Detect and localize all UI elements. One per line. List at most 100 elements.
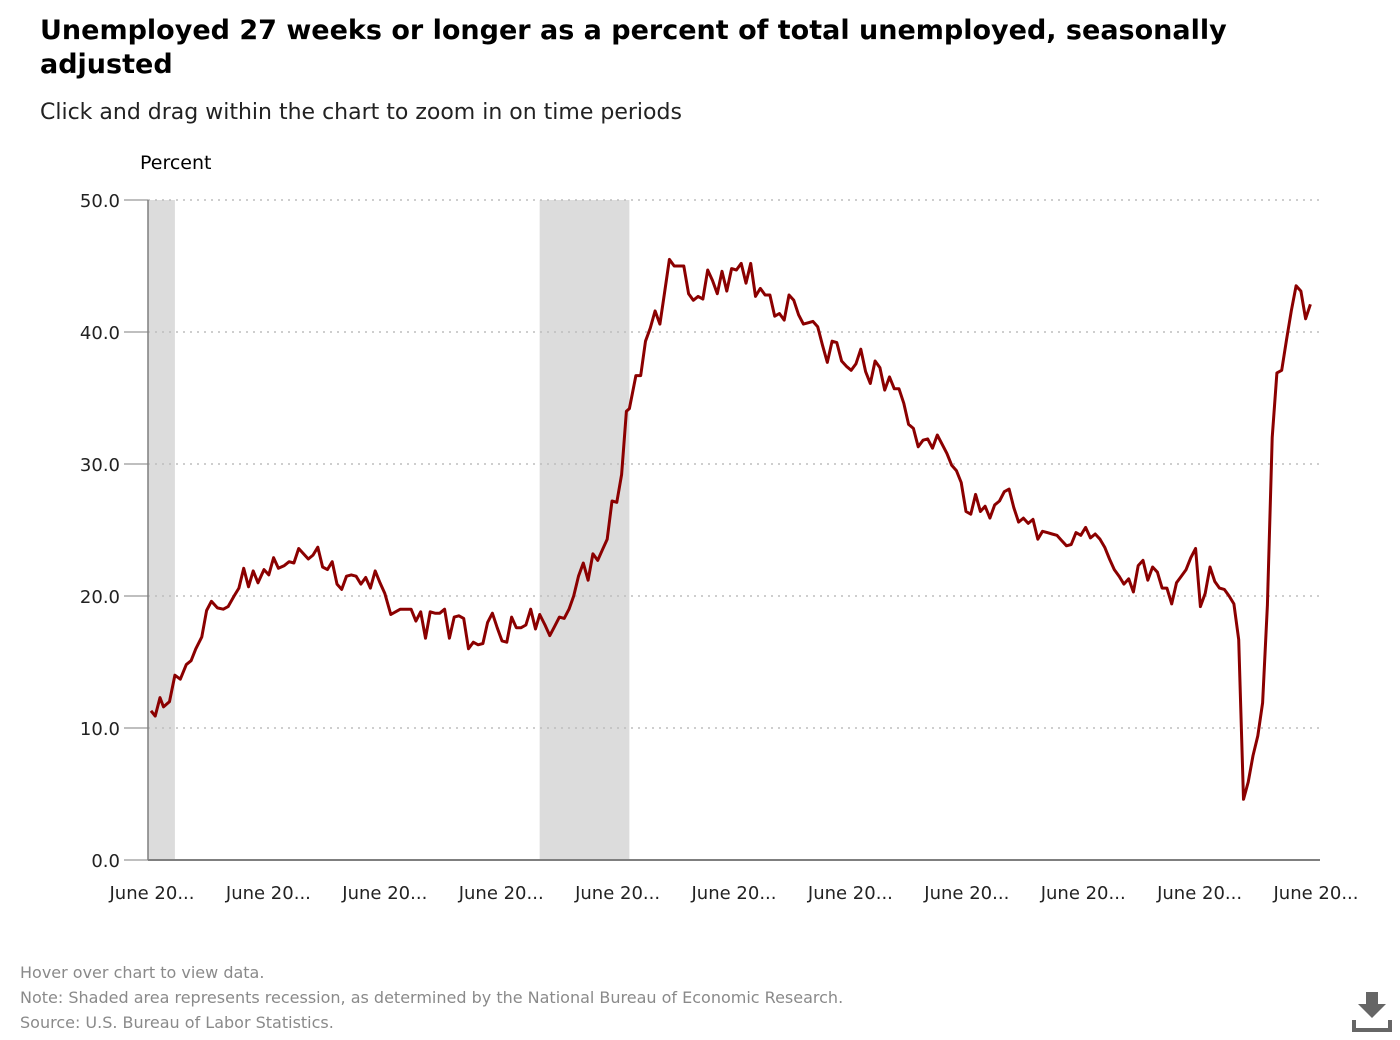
data-point[interactable] [1031, 517, 1035, 521]
data-point[interactable] [215, 606, 219, 610]
data-point[interactable] [316, 545, 320, 549]
data-point[interactable] [926, 437, 930, 441]
data-point[interactable] [1189, 556, 1193, 560]
data-point[interactable] [682, 264, 686, 268]
data-point[interactable] [500, 639, 504, 643]
data-point[interactable] [768, 293, 772, 297]
data-point[interactable] [200, 635, 204, 639]
data-point[interactable] [1117, 574, 1121, 578]
data-point[interactable] [433, 611, 437, 615]
data-point[interactable] [1122, 582, 1126, 586]
data-point[interactable] [677, 264, 681, 268]
data-point[interactable] [610, 499, 614, 503]
data-point[interactable] [868, 381, 872, 385]
data-point[interactable] [359, 582, 363, 586]
data-point[interactable] [1036, 537, 1040, 541]
data-point[interactable] [1112, 567, 1116, 571]
data-point[interactable] [476, 643, 480, 647]
data-point[interactable] [301, 552, 305, 556]
data-point[interactable] [1294, 284, 1298, 288]
data-point[interactable] [935, 433, 939, 437]
data-point[interactable] [562, 616, 566, 620]
data-point[interactable] [1093, 532, 1097, 536]
data-point[interactable] [246, 585, 250, 589]
data-point[interactable] [1179, 574, 1183, 578]
data-point[interactable] [292, 561, 296, 565]
data-point[interactable] [706, 268, 710, 272]
data-point[interactable] [428, 610, 432, 614]
data-point[interactable] [1227, 594, 1231, 598]
data-point[interactable] [1127, 577, 1131, 581]
data-point[interactable] [462, 616, 466, 620]
data-point[interactable] [404, 607, 408, 611]
data-point[interactable] [419, 610, 423, 614]
data-point[interactable] [1165, 586, 1169, 590]
data-point[interactable] [773, 314, 777, 318]
data-point[interactable] [959, 480, 963, 484]
data-point[interactable] [1069, 542, 1073, 546]
data-point[interactable] [581, 561, 585, 565]
data-point[interactable] [950, 463, 954, 467]
data-point[interactable] [892, 387, 896, 391]
data-point[interactable] [325, 567, 329, 571]
data-point[interactable] [398, 607, 402, 611]
data-point[interactable] [653, 309, 657, 313]
data-point[interactable] [983, 504, 987, 508]
data-point[interactable] [744, 281, 748, 285]
data-point[interactable] [883, 388, 887, 392]
data-point[interactable] [720, 269, 724, 273]
data-point[interactable] [1107, 557, 1111, 561]
data-point[interactable] [1280, 368, 1284, 372]
data-point[interactable] [820, 343, 824, 347]
data-point[interactable] [320, 565, 324, 569]
data-point[interactable] [1074, 530, 1078, 534]
data-point[interactable] [495, 626, 499, 630]
data-point[interactable] [627, 406, 631, 410]
data-point[interactable] [1064, 544, 1068, 548]
data-point[interactable] [1232, 602, 1236, 606]
data-point[interactable] [1237, 637, 1241, 641]
data-point[interactable] [639, 373, 643, 377]
data-point[interactable] [658, 322, 662, 326]
data-point[interactable] [1088, 536, 1092, 540]
data-point[interactable] [710, 278, 714, 282]
data-point[interactable] [1055, 533, 1059, 537]
data-point[interactable] [816, 325, 820, 329]
data-point[interactable] [1060, 538, 1064, 542]
data-point[interactable] [873, 359, 877, 363]
data-point[interactable] [1026, 521, 1030, 525]
data-point[interactable] [988, 516, 992, 520]
data-point[interactable] [1146, 578, 1150, 582]
data-point[interactable] [158, 695, 162, 699]
data-point[interactable] [787, 293, 791, 297]
data-point[interactable] [859, 347, 863, 351]
download-button[interactable] [1352, 990, 1392, 1034]
data-point[interactable] [378, 581, 382, 585]
data-point[interactable] [271, 556, 275, 560]
data-point[interactable] [1050, 532, 1054, 536]
data-point[interactable] [969, 512, 973, 516]
data-point[interactable] [916, 445, 920, 449]
data-point[interactable] [1012, 505, 1016, 509]
data-point[interactable] [354, 574, 358, 578]
data-point[interactable] [509, 615, 513, 619]
data-point[interactable] [701, 297, 705, 301]
data-point[interactable] [849, 368, 853, 372]
data-point[interactable] [806, 321, 810, 325]
data-point[interactable] [167, 699, 171, 703]
data-point[interactable] [792, 298, 796, 302]
data-point[interactable] [251, 569, 255, 573]
data-point[interactable] [902, 401, 906, 405]
data-point[interactable] [189, 659, 193, 663]
data-point[interactable] [911, 426, 915, 430]
data-point[interactable] [600, 548, 604, 552]
data-point[interactable] [548, 633, 552, 637]
data-point[interactable] [242, 566, 246, 570]
data-point[interactable] [758, 286, 762, 290]
series-layer[interactable] [149, 257, 1313, 801]
data-point[interactable] [161, 705, 165, 709]
data-point[interactable] [194, 647, 198, 651]
data-point[interactable] [1284, 338, 1288, 342]
data-point[interactable] [466, 647, 470, 651]
data-point[interactable] [533, 627, 537, 631]
